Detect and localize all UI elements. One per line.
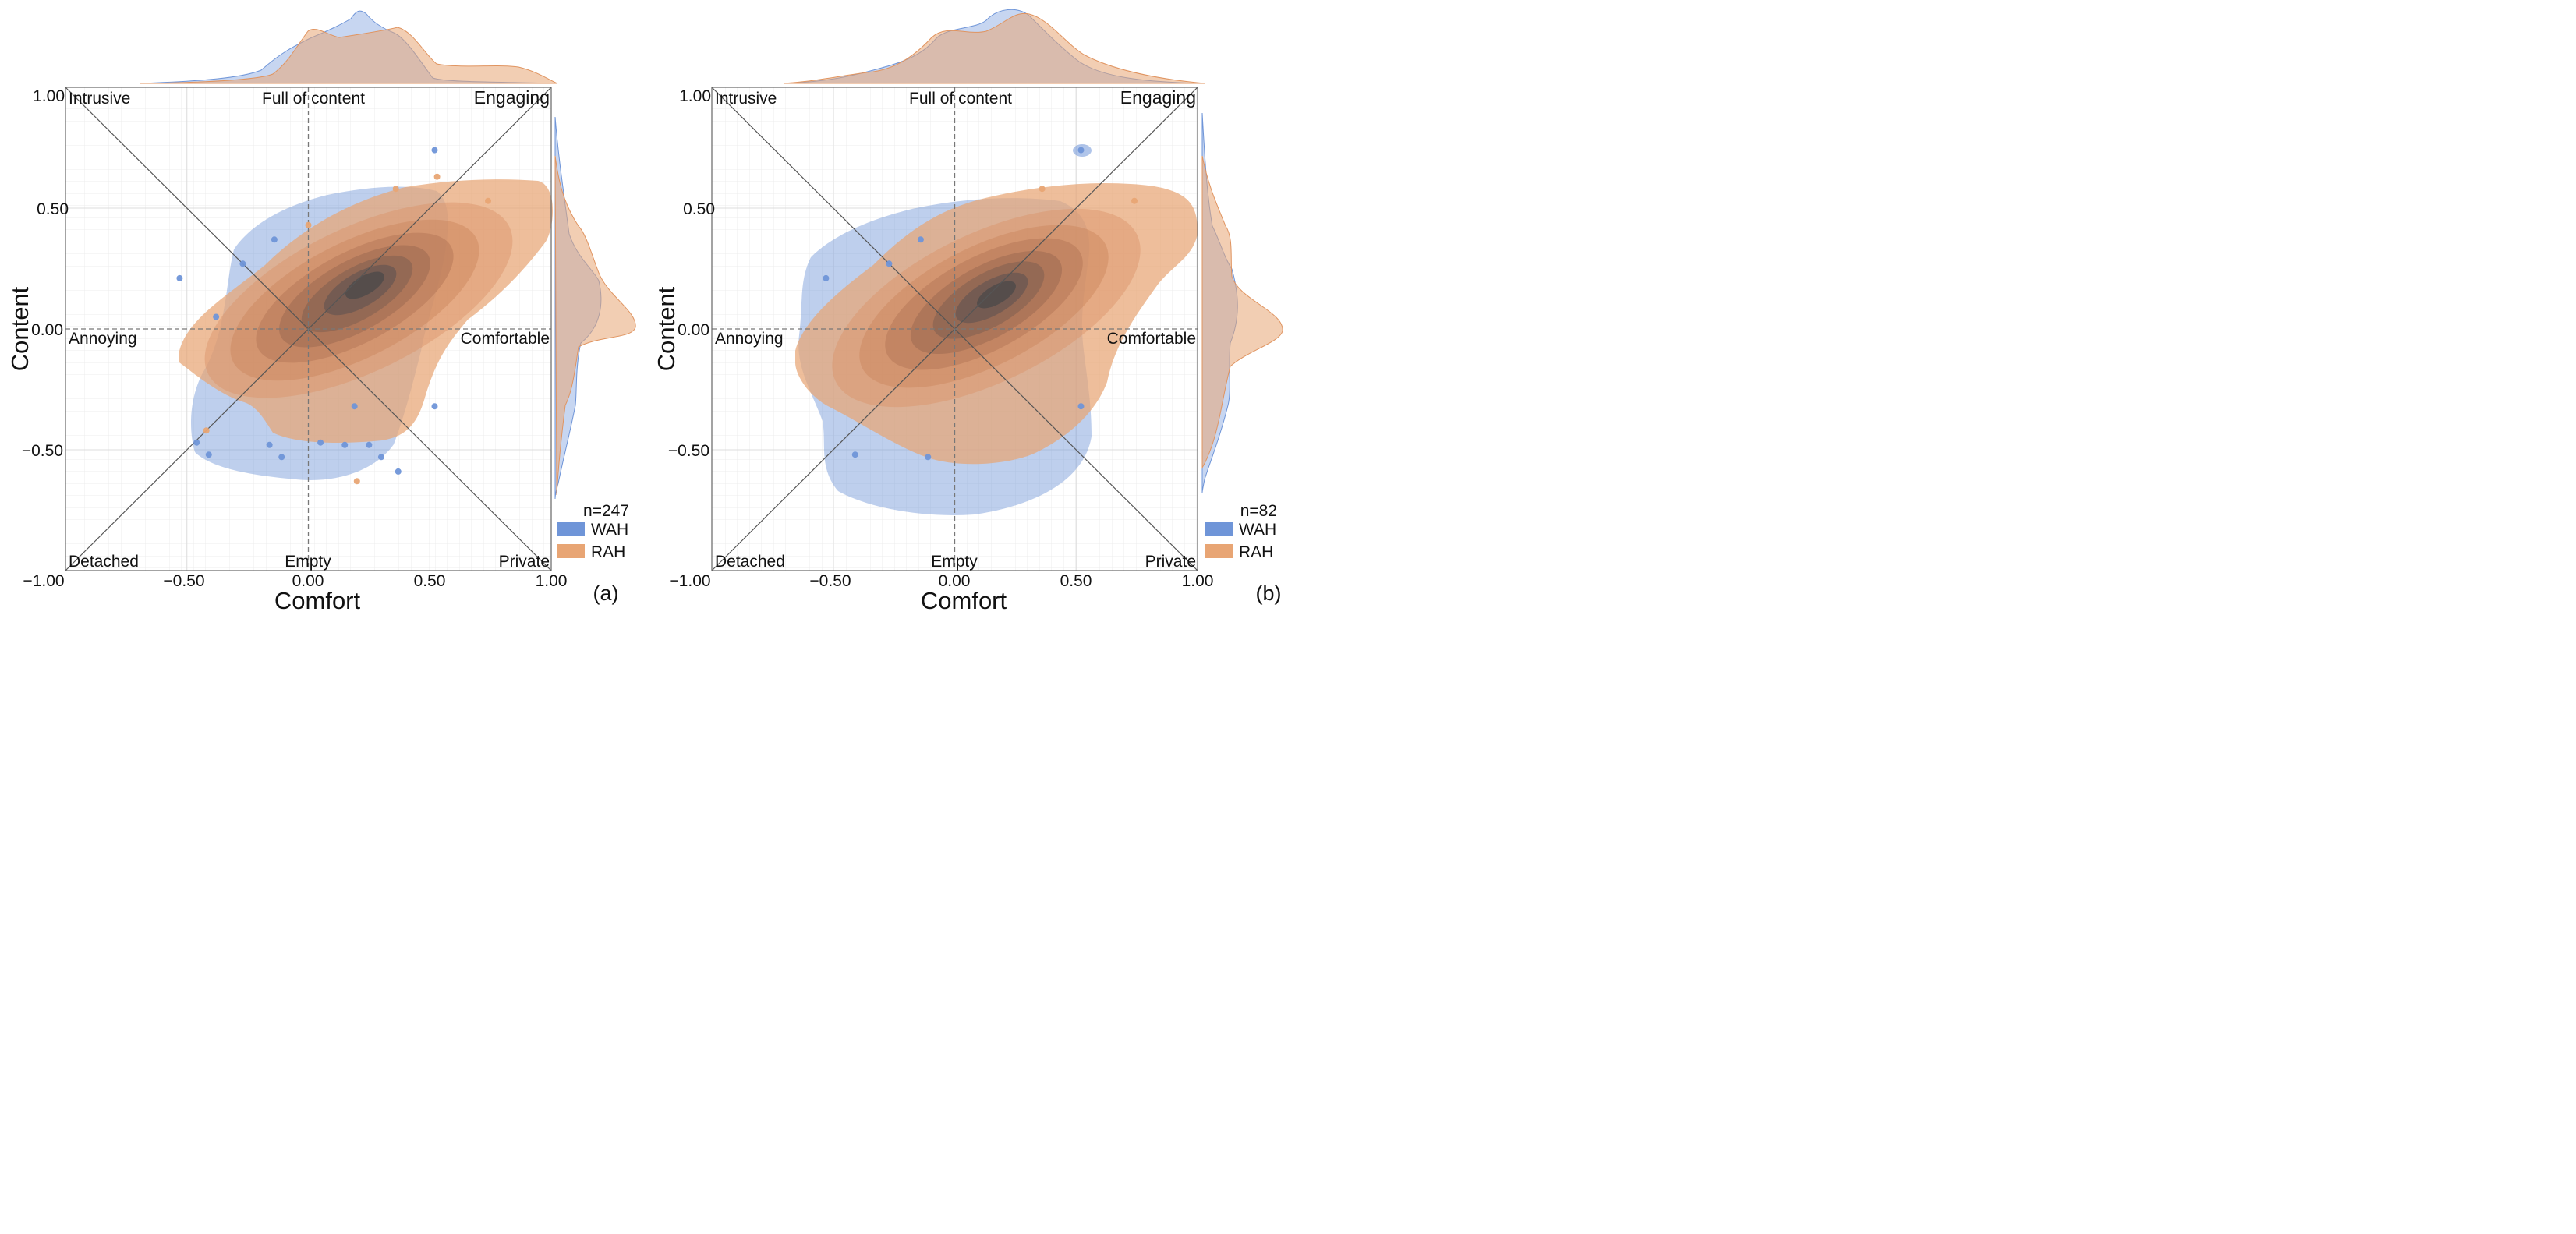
panel-a-legend-swatch-wah [557,522,585,536]
panel-a-x-axis-label: Comfort [274,587,361,614]
panel-b-label-annoying: Annoying [715,330,784,348]
panel-a-legend-label-rah: RAH [591,543,625,561]
panel-b-density-level-7 [977,281,1016,309]
panel-b-x-axis-label: Comfort [921,587,1007,614]
panel-a-xtick-5: 1.00 [536,572,568,590]
panel-a-density-level-7 [345,271,384,299]
panel-b-wah-point-3 [917,236,924,243]
panel-b-label-full-of-content: Full of content [909,90,1012,108]
panel-a-wah-point-12 [266,441,273,448]
panel-a-y-axis-label: Content [6,286,34,371]
panel-a-ytick-3: 0.00 [31,321,63,339]
panel-a-rah-points [203,173,492,485]
panel-a-rah-point-4 [485,197,492,204]
panel-a-label-intrusive: Intrusive [69,90,130,108]
panel-a-wah-point-4 [213,313,220,320]
panel-a-legend-label-wah: WAH [591,521,628,539]
panel-a-label-annoying: Annoying [69,330,137,348]
panel-a-wah-point-3 [239,260,246,267]
panel-a-wah-point-5 [271,236,278,243]
panel-a-xtick-4: 0.50 [414,572,446,590]
panel-b-top-marginal-rah [783,12,1205,84]
panel-a-legend-swatch-rah [557,544,585,558]
figure: Intrusive Full of content Engaging Annoy… [6,9,1283,614]
panel-b-label-detached: Detached [715,553,785,571]
panel-a-rah-point-2 [353,478,360,485]
panel-b-ytick-3: 0.00 [678,321,709,339]
panel-a-rah-point-5 [305,221,312,228]
panel-b: Intrusive Full of content Engaging Annoy… [653,9,1283,614]
panel-a-panel-label: (a) [593,582,619,605]
panel-b-ytick-2: 0.50 [683,200,715,218]
panel-b-ytick-4: −0.50 [668,442,709,460]
panel-a-ytick-2: 0.50 [37,200,69,218]
panel-b-wah-point-1 [1077,147,1085,154]
panel-b-xtick-4: 0.50 [1060,572,1092,590]
panel-a-wah-point-15 [377,454,384,461]
panel-b-wah-point-5 [925,454,932,461]
panel-a-wah-point-7 [193,439,200,446]
panel-b-wah-point-7 [886,260,893,267]
panel-a-ytick-1: 1.00 [33,87,65,105]
panel-b-rah-point-2 [1039,186,1046,193]
panel-b-label-intrusive: Intrusive [715,90,777,108]
panel-b-legend-swatch-wah [1205,522,1233,536]
panel-a-xtick-2: −0.50 [163,572,204,590]
panel-b-wah-point-2 [823,274,830,281]
panel-b-xtick-5: 1.00 [1182,572,1214,590]
panel-b-label-comfortable: Comfortable [1107,330,1196,348]
panel-b-label-engaging: Engaging [1120,87,1196,108]
panel-a-label-engaging: Engaging [474,87,550,108]
panel-a-top-marginal-rah [140,27,558,84]
panel-a-wah-point-14 [395,468,402,475]
panel-b-xtick-3: 0.00 [939,572,971,590]
panel-a-ytick-4: −0.50 [22,442,63,460]
panel-b-legend-label-rah: RAH [1239,543,1273,561]
panel-b-label-private: Private [1145,553,1196,571]
panel-a-rah-point-1 [433,173,441,180]
panel-b-panel-label: (b) [1256,582,1282,605]
panel-b-ytick-1: 1.00 [679,87,711,105]
panel-a-xtick-3: 0.00 [292,572,324,590]
panel-b-rah-point-1 [1131,197,1138,204]
panel-b-wah-points [823,147,1085,461]
panel-b-xtick-1: −1.00 [669,572,710,590]
panel-a-label-detached: Detached [69,553,139,571]
panel-b-xtick-2: −0.50 [809,572,851,590]
panel-b-rah-density-levels [832,208,1141,408]
panel-b-wah-point-6 [1077,403,1085,410]
panel-a-right-marginal-rah [554,155,636,496]
panel-a-xtick-1: −1.00 [23,572,64,590]
panel-a-wah-point-16 [351,403,358,410]
panel-b-n-label: n=82 [1240,502,1277,520]
panel-a-wah-point-9 [317,439,324,446]
panel-a-n-label: n=247 [583,502,629,520]
panel-b-legend-label-wah: WAH [1239,521,1276,539]
panel-a-wah-point-1 [431,147,438,154]
panel-a-plot-border [65,87,552,571]
panel-a-wah-points [176,147,438,475]
panel-b-label-empty: Empty [931,553,978,571]
panel-a-rah-point-3 [203,427,210,434]
panel-b-wah-point-4 [851,451,858,458]
panel-a-label-comfortable: Comfortable [461,330,550,348]
panel-a-wah-point-10 [341,441,349,448]
panel-a-label-private: Private [499,553,550,571]
panel-b-plot-border [711,87,1198,571]
panel-a-wah-point-6 [205,451,212,458]
panel-a-wah-point-13 [278,454,285,461]
panel-a-wah-point-2 [176,274,183,281]
panel-a-wah-point-8 [431,403,438,410]
panel-b-rah-points [1039,186,1138,204]
panel-a-label-empty: Empty [285,553,331,571]
panel-b-legend-swatch-rah [1205,544,1233,558]
panel-a-label-full-of-content: Full of content [262,90,365,108]
panel-a-rah-point-6 [392,186,399,193]
panel-a-wah-point-11 [366,441,373,448]
panel-b-right-marginal-rah [1201,155,1283,469]
panel-a: Intrusive Full of content Engaging Annoy… [6,10,636,614]
panel-a-rah-density-levels [204,202,513,398]
panel-b-y-axis-label: Content [653,286,680,371]
